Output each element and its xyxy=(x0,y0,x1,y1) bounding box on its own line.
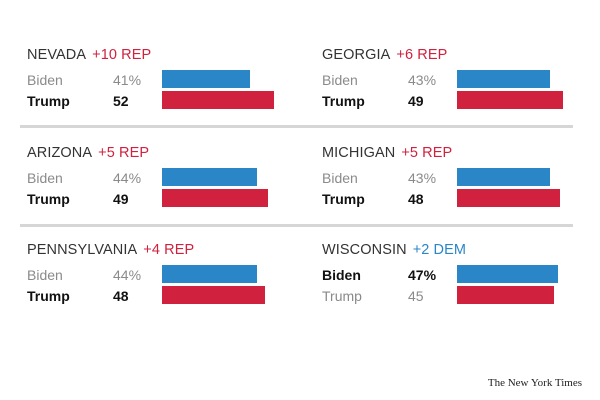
candidate-row-trump: Trump 49 xyxy=(322,91,587,111)
data-label: 44% xyxy=(113,267,142,283)
state-heading: ARIZONA +5 REP xyxy=(27,143,149,163)
bar-biden xyxy=(457,265,558,283)
data-label: 41% xyxy=(113,72,142,88)
margin-label: +4 REP xyxy=(143,242,195,258)
data-label: 43% xyxy=(408,72,437,88)
candidate-row-trump: Trump 48 xyxy=(27,286,292,306)
candidate-row-biden: Biden 43% xyxy=(322,168,587,188)
candidate-name: Trump xyxy=(322,288,362,304)
margin-label: +6 REP xyxy=(396,47,448,63)
state-panel-georgia: GEORGIA +6 REP Biden 43% Trump 49 xyxy=(322,45,587,125)
candidate-row-biden: Biden 44% xyxy=(27,265,292,285)
bar-biden xyxy=(162,70,250,88)
data-label: 49 xyxy=(113,191,129,207)
data-label: 43% xyxy=(408,170,437,186)
margin-label: +5 REP xyxy=(401,145,453,161)
state-name: NEVADA xyxy=(27,47,87,63)
candidate-name: Trump xyxy=(27,191,70,207)
state-panel-pennsylvania: PENNSYLVANIA +4 REP Biden 44% Trump 48 xyxy=(27,240,292,320)
bar-biden xyxy=(457,70,550,88)
data-label: 47% xyxy=(408,267,437,283)
data-label: 49 xyxy=(408,93,424,109)
state-heading: NEVADA +10 REP xyxy=(27,45,151,65)
row-divider xyxy=(20,224,573,227)
candidate-name: Trump xyxy=(27,93,70,109)
candidate-name: Biden xyxy=(27,170,63,186)
margin-label: +2 DEM xyxy=(412,242,467,258)
state-name: ARIZONA xyxy=(27,145,93,161)
bar-biden xyxy=(457,168,550,186)
state-panel-arizona: ARIZONA +5 REP Biden 44% Trump 49 xyxy=(27,143,292,223)
state-heading: WISCONSIN +2 DEM xyxy=(322,240,466,260)
state-heading: GEORGIA +6 REP xyxy=(322,45,447,65)
state-panel-nevada: NEVADA +10 REP Biden 41% Trump 52 xyxy=(27,45,292,125)
margin-label: +5 REP xyxy=(98,145,150,161)
bar-biden xyxy=(162,265,257,283)
candidate-row-biden: Biden 47% xyxy=(322,265,587,285)
candidate-name: Biden xyxy=(322,267,361,283)
state-name: GEORGIA xyxy=(322,47,391,63)
state-panel-wisconsin: WISCONSIN +2 DEM Biden 47% Trump 45 xyxy=(322,240,587,320)
bar-trump xyxy=(457,91,563,109)
state-name: WISCONSIN xyxy=(322,242,407,258)
candidate-name: Trump xyxy=(27,288,70,304)
state-name: MICHIGAN xyxy=(322,145,396,161)
candidate-row-trump: Trump 49 xyxy=(27,189,292,209)
candidate-row-trump: Trump 52 xyxy=(27,91,292,111)
data-label: 52 xyxy=(113,93,129,109)
data-label: 44% xyxy=(113,170,142,186)
candidate-row-biden: Biden 43% xyxy=(322,70,587,90)
bar-trump xyxy=(162,286,265,304)
state-heading: PENNSYLVANIA +4 REP xyxy=(27,240,194,260)
data-label: 48 xyxy=(113,288,129,304)
bar-trump xyxy=(162,189,268,207)
data-label: 48 xyxy=(408,191,424,207)
candidate-name: Biden xyxy=(27,72,63,88)
bar-trump xyxy=(457,189,560,207)
candidate-name: Biden xyxy=(322,72,358,88)
row-divider xyxy=(20,125,573,128)
data-label: 45 xyxy=(408,288,424,304)
candidate-name: Trump xyxy=(322,191,365,207)
bar-biden xyxy=(162,168,257,186)
source-credit: The New York Times xyxy=(487,377,582,389)
state-heading: MICHIGAN +5 REP xyxy=(322,143,452,163)
margin-label: +10 REP xyxy=(92,47,152,63)
bar-trump xyxy=(457,286,554,304)
candidate-name: Trump xyxy=(322,93,365,109)
candidate-row-biden: Biden 44% xyxy=(27,168,292,188)
candidate-name: Biden xyxy=(322,170,358,186)
state-panel-michigan: MICHIGAN +5 REP Biden 43% Trump 48 xyxy=(322,143,587,223)
candidate-row-biden: Biden 41% xyxy=(27,70,292,90)
candidate-name: Biden xyxy=(27,267,63,283)
candidate-row-trump: Trump 45 xyxy=(322,286,587,306)
state-name: PENNSYLVANIA xyxy=(27,242,138,258)
bar-trump xyxy=(162,91,274,109)
candidate-row-trump: Trump 48 xyxy=(322,189,587,209)
